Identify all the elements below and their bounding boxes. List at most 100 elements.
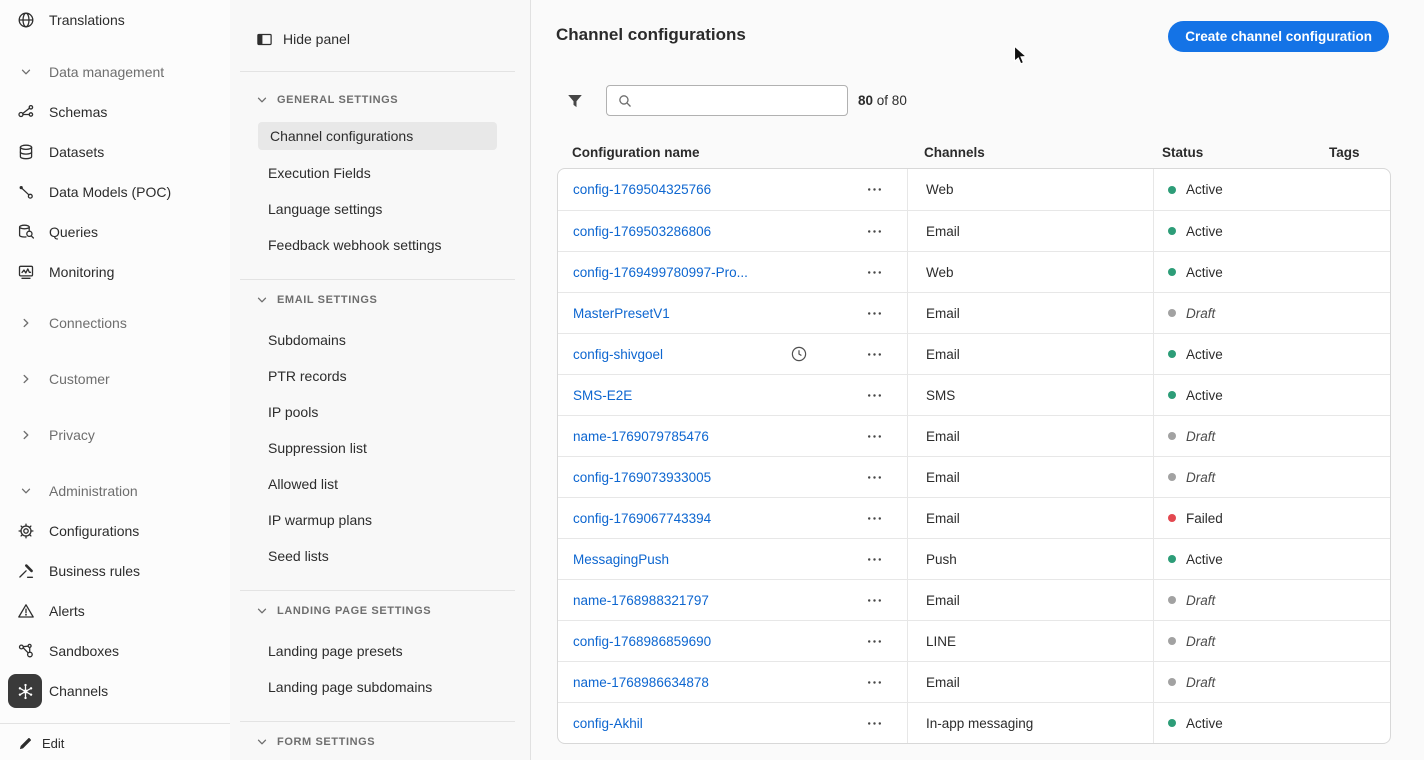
tags-cell — [1320, 169, 1390, 210]
row-more-options-button[interactable] — [866, 551, 883, 568]
rail-item-connections[interactable]: Connections — [0, 303, 230, 343]
edit-button[interactable]: Edit — [0, 724, 230, 760]
queries-icon — [17, 223, 35, 241]
configuration-link[interactable]: SMS-E2E — [573, 387, 633, 403]
rail-item-customer[interactable]: Customer — [0, 359, 230, 399]
rail-item-data-models-poc[interactable]: Data Models (POC) — [0, 172, 230, 212]
section-header-email-settings[interactable]: EMAIL SETTINGS — [256, 288, 530, 312]
row-more-options-button[interactable] — [866, 592, 883, 609]
configuration-name-cell: config-1769067743394 — [558, 498, 907, 538]
rail-item-label: Configurations — [49, 523, 140, 539]
channel-cell: Email — [907, 334, 1153, 374]
panel-item-ip-warmup-plans[interactable]: IP warmup plans — [268, 512, 373, 528]
row-more-options-button[interactable] — [866, 428, 883, 445]
panel-item-ptr-records[interactable]: PTR records — [268, 368, 347, 384]
tags-cell — [1320, 621, 1390, 661]
configuration-link[interactable]: name-1768988321797 — [573, 592, 709, 608]
section-header-general-settings[interactable]: GENERAL SETTINGS — [256, 88, 530, 112]
configuration-link[interactable]: MasterPresetV1 — [573, 305, 670, 321]
panel-item-seed-lists[interactable]: Seed lists — [268, 548, 329, 564]
status-dot — [1168, 596, 1176, 604]
configuration-link[interactable]: name-1769079785476 — [573, 428, 709, 444]
rail-item-translations[interactable]: Translations — [0, 0, 230, 40]
filter-icon[interactable] — [566, 92, 584, 110]
rail-item-privacy[interactable]: Privacy — [0, 415, 230, 455]
row-more-options-button[interactable] — [866, 674, 883, 691]
section-header-form-settings[interactable]: FORM SETTINGS — [256, 730, 530, 754]
configuration-link[interactable]: name-1768986634878 — [573, 674, 709, 690]
tags-cell — [1320, 580, 1390, 620]
configuration-link[interactable]: config-1769503286806 — [573, 223, 712, 239]
configuration-link[interactable]: config-shivgoel — [573, 346, 664, 362]
create-channel-configuration-button[interactable]: Create channel configuration — [1168, 21, 1389, 52]
configuration-link[interactable]: MessagingPush — [573, 551, 670, 567]
panel-item-allowed-list[interactable]: Allowed list — [268, 476, 339, 492]
panel-item-ip-pools[interactable]: IP pools — [268, 404, 319, 420]
row-more-options-button[interactable] — [866, 181, 883, 198]
settings-panel: Hide panel GENERAL SETTINGS Channel confi… — [230, 0, 530, 760]
configuration-link[interactable]: config-1769504325766 — [573, 182, 712, 197]
rail-item-business-rules[interactable]: Business rules — [0, 551, 230, 591]
panel-item-channel-configurations[interactable]: Channel configurations — [258, 122, 497, 150]
status-dot — [1168, 227, 1176, 235]
rail-item-channels[interactable]: Channels — [0, 671, 230, 711]
panel-item-execution-fields[interactable]: Execution Fields — [268, 165, 371, 181]
rail-item-data-management[interactable]: Data management — [0, 52, 230, 92]
rail-item-sandboxes[interactable]: Sandboxes — [0, 631, 230, 671]
row-more-options-button[interactable] — [866, 510, 883, 527]
section-title: EMAIL SETTINGS — [277, 294, 378, 306]
rail-item-monitoring[interactable]: Monitoring — [0, 252, 230, 292]
chevron-right-icon — [17, 426, 35, 444]
status-cell: Draft — [1153, 621, 1320, 661]
row-more-options-button[interactable] — [866, 264, 883, 281]
rail-item-label: Privacy — [49, 427, 95, 443]
table-row: MessagingPush Push Active — [558, 538, 1390, 579]
row-more-options-button[interactable] — [866, 715, 883, 732]
row-more-options-button[interactable] — [866, 223, 883, 240]
section-header-landing-page-settings[interactable]: LANDING PAGE SETTINGS — [256, 599, 530, 623]
configuration-link[interactable]: config-1769073933005 — [573, 469, 712, 485]
rail-item-label: Alerts — [49, 603, 85, 619]
configuration-name-cell: name-1768986634878 — [558, 662, 907, 702]
rail-item-queries[interactable]: Queries — [0, 212, 230, 252]
status-label: Failed — [1186, 510, 1223, 526]
tags-cell — [1320, 375, 1390, 415]
status-label: Draft — [1186, 305, 1216, 321]
configuration-link[interactable]: config-1769499780997-Pro... — [573, 264, 748, 280]
status-label: Active — [1186, 223, 1223, 239]
status-cell: Active — [1153, 169, 1320, 210]
chevron-down-icon — [17, 482, 35, 500]
rail-item-administration[interactable]: Administration — [0, 471, 230, 511]
status-dot — [1168, 268, 1176, 276]
row-more-options-button[interactable] — [866, 346, 883, 363]
rail-item-label: Sandboxes — [49, 643, 120, 659]
rail-item-datasets[interactable]: Datasets — [0, 132, 230, 172]
panel-item-subdomains[interactable]: Subdomains — [268, 332, 346, 348]
panel-item-feedback-webhook-settings[interactable]: Feedback webhook settings — [268, 237, 442, 253]
panel-item-landing-page-subdomains[interactable]: Landing page subdomains — [268, 679, 433, 695]
channel-cell: Web — [907, 252, 1153, 292]
row-more-options-button[interactable] — [866, 305, 883, 322]
configuration-link[interactable]: config-1769067743394 — [573, 510, 712, 526]
configuration-link[interactable]: config-Akhil — [573, 715, 643, 731]
tags-cell — [1320, 498, 1390, 538]
configuration-link[interactable]: config-1768986859690 — [573, 633, 712, 649]
search-input[interactable] — [641, 93, 837, 108]
panel-item-language-settings[interactable]: Language settings — [268, 201, 383, 217]
datasets-icon — [17, 143, 35, 161]
row-more-options-button[interactable] — [866, 633, 883, 650]
channel-cell: Email — [907, 580, 1153, 620]
row-more-options-button[interactable] — [866, 469, 883, 486]
rail-item-schemas[interactable]: Schemas — [0, 92, 230, 132]
hide-panel-button[interactable]: Hide panel — [256, 23, 530, 55]
table-row: name-1768988321797 Email Draft — [558, 579, 1390, 620]
status-dot — [1168, 555, 1176, 563]
panel-item-landing-page-presets[interactable]: Landing page presets — [268, 643, 403, 659]
panel-item-suppression-list[interactable]: Suppression list — [268, 440, 367, 456]
status-cell: Active — [1153, 375, 1320, 415]
table-row: config-1769503286806 Email Active — [558, 210, 1390, 251]
row-more-options-button[interactable] — [866, 387, 883, 404]
channel-cell: Push — [907, 539, 1153, 579]
rail-item-configurations[interactable]: Configurations — [0, 511, 230, 551]
rail-item-alerts[interactable]: Alerts — [0, 591, 230, 631]
